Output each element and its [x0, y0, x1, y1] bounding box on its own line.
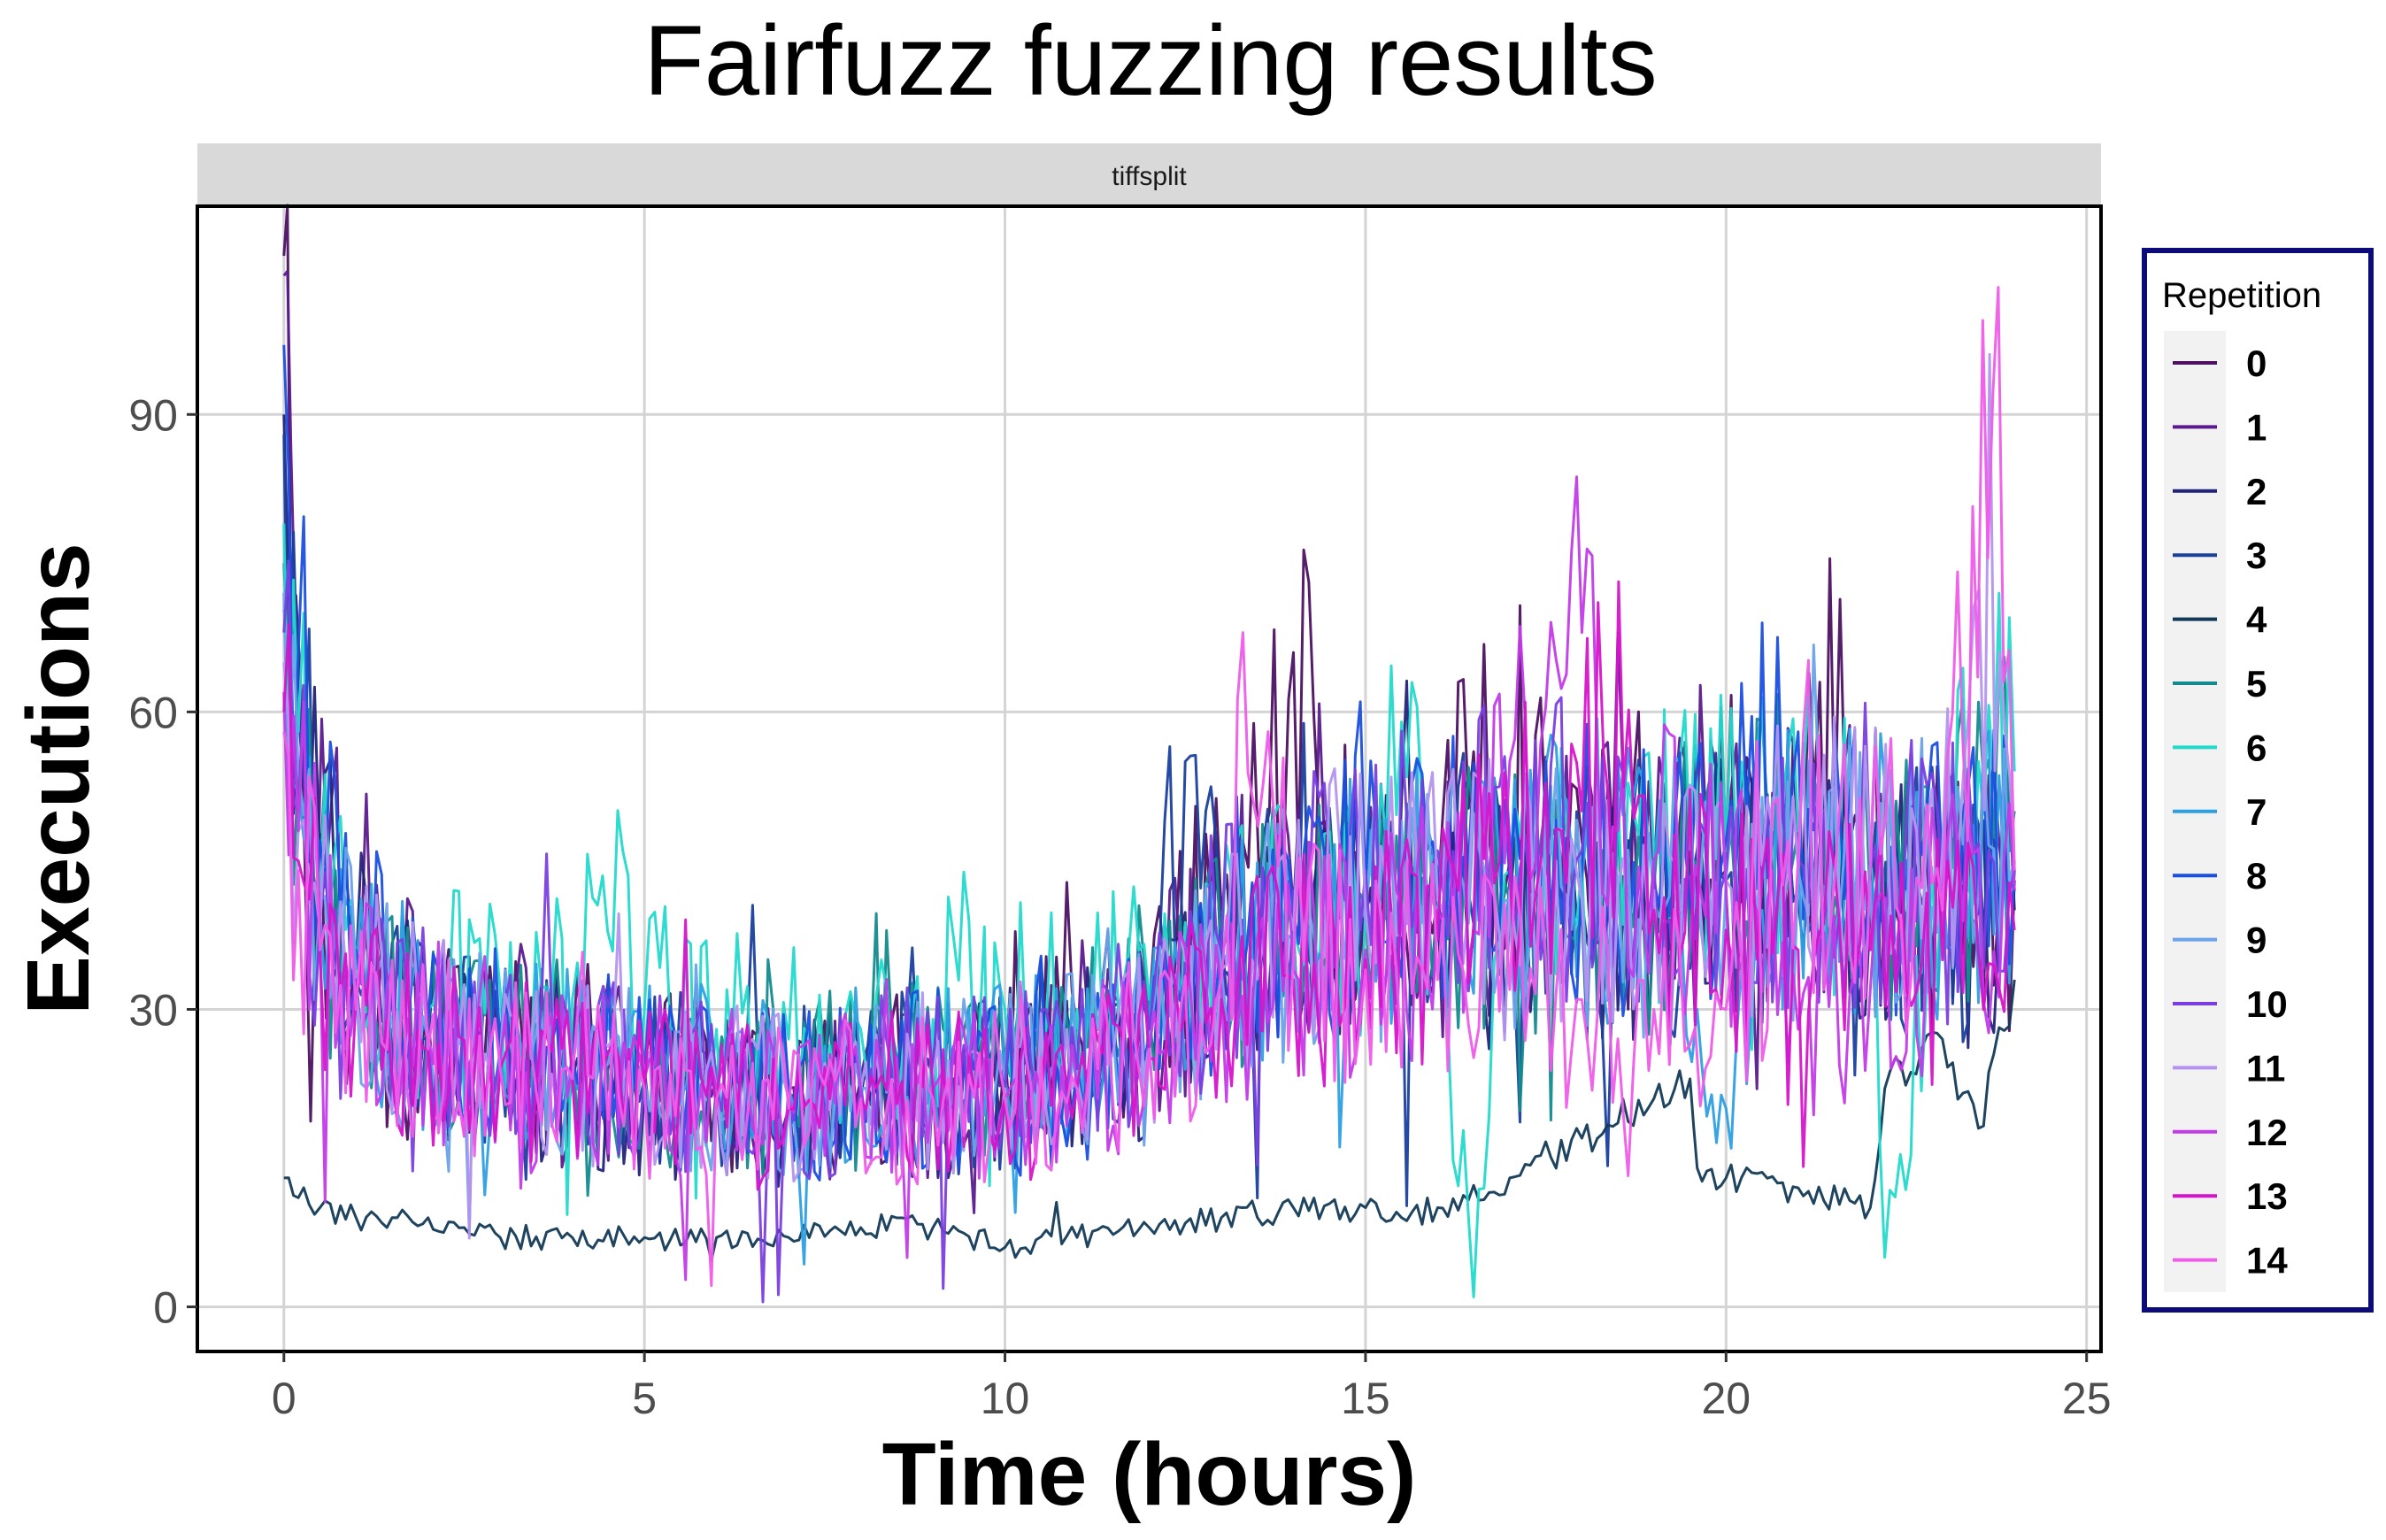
legend-label-9: 9 [2246, 920, 2267, 961]
legend-label-11: 11 [2246, 1047, 2285, 1089]
x-tick-label: 15 [1341, 1374, 1390, 1423]
legend-label-4: 4 [2246, 599, 2267, 641]
axes: 0 5 10 15 20 25 0 30 60 90 Time (hours) Executions [9, 204, 2112, 1524]
x-tick-label: 25 [2062, 1374, 2112, 1423]
series-line-6 [282, 523, 2016, 1298]
legend-label-1: 1 [2246, 406, 2267, 448]
panel-border [196, 204, 2103, 1353]
legend-label-12: 12 [2246, 1112, 2288, 1153]
y-axis-title: Executions [9, 543, 108, 1015]
y-tick-label: 30 [128, 985, 178, 1035]
x-tick-label: 0 [272, 1374, 296, 1423]
legend-label-8: 8 [2246, 855, 2267, 897]
legend-label-13: 13 [2246, 1175, 2288, 1217]
y-tick-label: 60 [128, 688, 178, 737]
x-axis-title: Time (hours) [882, 1425, 1417, 1524]
x-tick-label: 10 [981, 1374, 1030, 1423]
legend-label-0: 0 [2246, 343, 2267, 384]
legend-title: Repetition [2162, 276, 2321, 315]
series-line-14 [282, 286, 2016, 1288]
facet-strip-label: tiffsplit [1112, 162, 1187, 191]
y-tick-label: 90 [128, 390, 178, 440]
y-tick-label: 0 [153, 1283, 178, 1333]
legend-label-2: 2 [2246, 471, 2267, 512]
legend-label-3: 3 [2246, 535, 2267, 576]
x-tick-label: 5 [632, 1374, 657, 1423]
series-line-4 [283, 979, 2016, 1262]
facet-strip [197, 143, 2101, 206]
legend-label-14: 14 [2246, 1240, 2288, 1282]
series-lines [282, 204, 2016, 1304]
x-tick-label: 20 [1702, 1374, 1751, 1423]
legend-label-5: 5 [2246, 663, 2267, 705]
legend-label-6: 6 [2246, 727, 2267, 768]
legend-label-7: 7 [2246, 791, 2267, 833]
plot-panel: tiffsplit [197, 143, 2101, 206]
chart-title: Fairfuzz fuzzing results [643, 5, 1658, 116]
legend-label-10: 10 [2246, 983, 2288, 1025]
